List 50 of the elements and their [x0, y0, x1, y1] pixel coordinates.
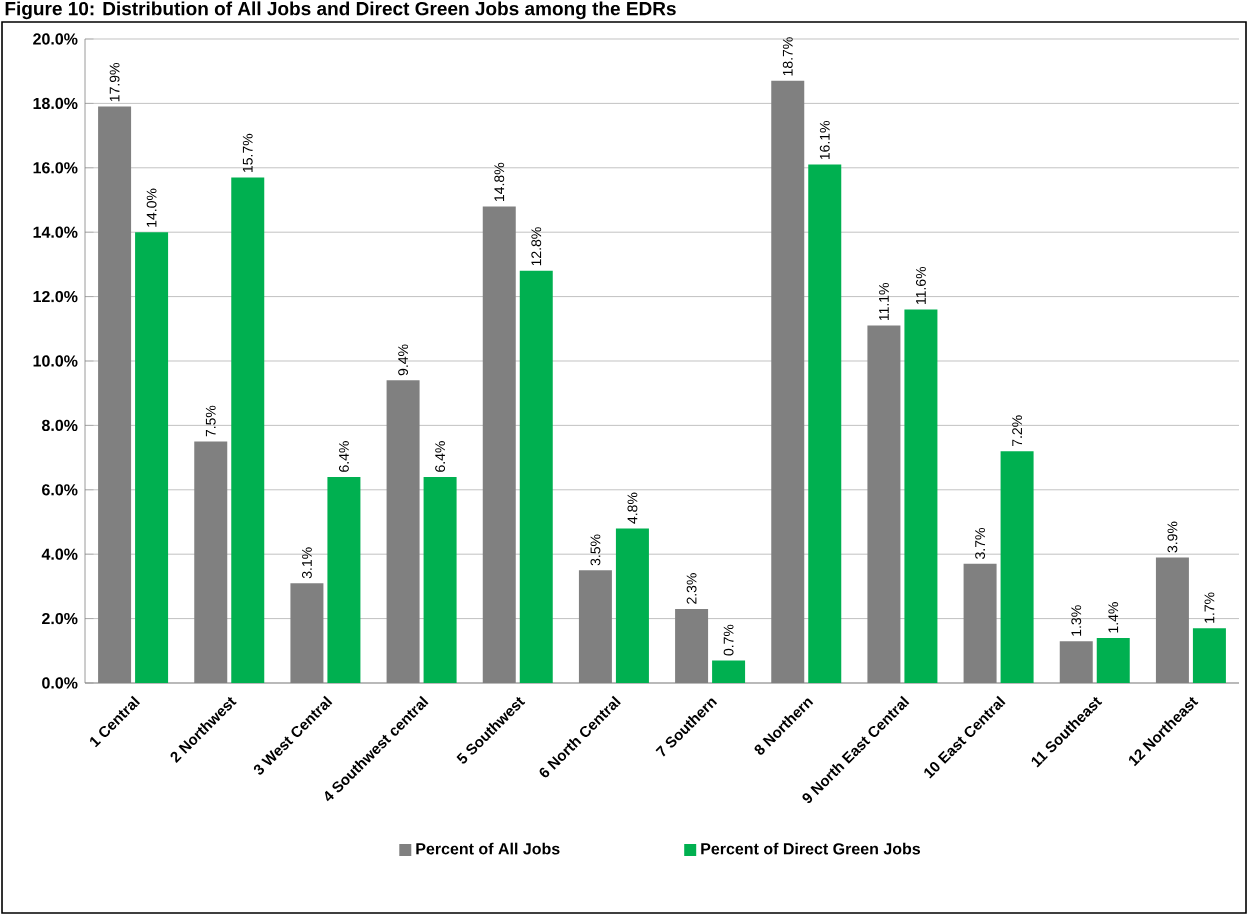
- y-tick-label: 16.0%: [33, 162, 78, 174]
- data-label: 11.1%: [879, 283, 889, 321]
- data-label: 15.7%: [242, 133, 253, 172]
- bar: [1192, 628, 1226, 683]
- bar: [423, 476, 457, 683]
- y-tick-label: 8.0%: [41, 419, 78, 432]
- bar: [712, 660, 746, 683]
- bar: [519, 270, 553, 683]
- data-label: 2.3%: [686, 573, 697, 604]
- y-tick-label: 2.0%: [42, 612, 78, 625]
- y-tick-label: 0.0%: [42, 677, 78, 689]
- data-label: 7.2%: [1012, 415, 1023, 447]
- legend-label: Percent of Direct Green Jobs: [701, 842, 921, 855]
- data-label: 7.5%: [205, 405, 216, 437]
- data-label: 14.8%: [494, 162, 505, 201]
- bar: [904, 309, 938, 683]
- y-tick-label: 18.0%: [33, 97, 78, 110]
- data-label: 1.3%: [1071, 605, 1082, 636]
- data-label: 9.4%: [398, 344, 409, 376]
- data-label: 6.4%: [435, 441, 446, 472]
- bar: [231, 177, 265, 683]
- bar: [615, 528, 649, 683]
- data-label: 3.1%: [301, 547, 312, 579]
- chart-title: Figure 10: Distribution of All Jobs and Direct Green Jobs among the EDRs: [5, 1, 676, 20]
- y-tick-label: 4.0%: [41, 548, 78, 560]
- data-label: 3.9%: [1167, 521, 1178, 553]
- y-tick-label: 6.0%: [42, 484, 78, 496]
- y-tick-label: 10.0%: [33, 355, 78, 367]
- data-label: 16.1%: [819, 120, 830, 160]
- data-label: 1.7%: [1204, 592, 1215, 623]
- data-label: 3.5%: [590, 534, 601, 566]
- y-tick-label: 12.0%: [33, 290, 78, 303]
- data-label: 14.0%: [146, 188, 157, 227]
- y-tick-label: 14.0%: [33, 226, 78, 238]
- data-label: 1.4%: [1108, 602, 1119, 633]
- bar: [1096, 637, 1130, 683]
- y-tick-label: 20.0%: [33, 33, 78, 45]
- data-label: 3.7%: [975, 528, 986, 559]
- data-label: 4.8%: [627, 492, 638, 524]
- bar: [135, 232, 169, 683]
- legend-label: Percent of All Jobs: [416, 842, 560, 855]
- data-label: 17.9%: [109, 63, 120, 102]
- data-label: 12.8%: [531, 227, 542, 266]
- data-label: 11.6%: [915, 266, 926, 304]
- bar: [1000, 451, 1034, 683]
- data-label: 18.7%: [782, 37, 793, 76]
- data-label: 6.4%: [338, 441, 349, 472]
- data-label: 0.7%: [723, 624, 734, 656]
- bar: [808, 164, 842, 683]
- bar: [327, 476, 361, 683]
